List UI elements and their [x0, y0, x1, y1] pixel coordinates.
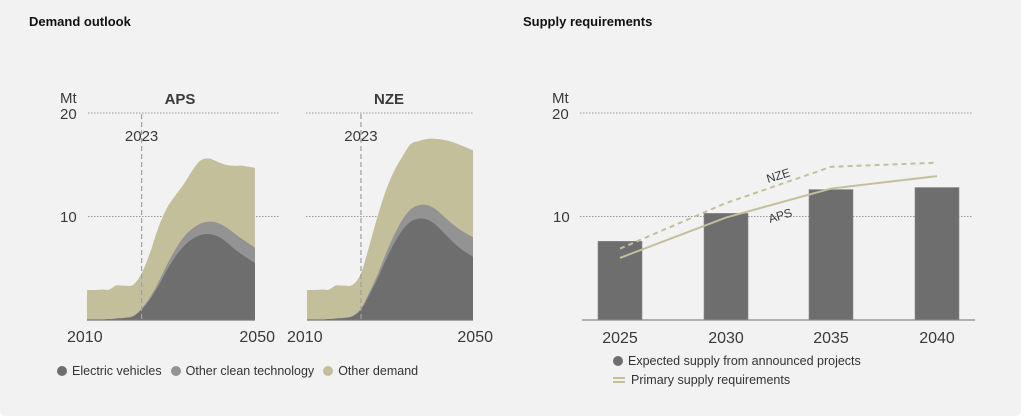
bar-2030: [703, 213, 749, 321]
xtick-label: 2040: [919, 330, 955, 347]
bar-2025: [597, 241, 643, 321]
aps-line-label: APS: [767, 205, 794, 225]
xtick-label: 2025: [602, 330, 638, 347]
demand-outlook-title: Demand outlook: [29, 14, 131, 29]
annotation-2023-label: 2023: [344, 128, 377, 145]
xtick-label: 2050: [239, 329, 275, 346]
bar-2035: [808, 189, 854, 321]
nze-requirement-line: [619, 161, 938, 250]
legend-label: Other clean technology: [185, 364, 315, 378]
expected-supply-swatch-icon: [613, 356, 623, 366]
panel-title: NZE: [374, 91, 404, 108]
other-clean-technology-swatch-icon: [170, 366, 181, 376]
panel-title: APS: [165, 91, 196, 108]
xtick-label: 2010: [67, 329, 103, 346]
aps-requirement-line: [619, 175, 938, 259]
supply-legend-requirements: Primary supply requirements: [613, 373, 790, 387]
aps-panel: APS 2023 2010 2050: [67, 91, 280, 346]
supply-unit-label: Mt: [552, 90, 569, 107]
legend-label: Electric vehicles: [72, 364, 162, 378]
nze-line-label: NZE: [765, 165, 792, 185]
legend-item-electric-vehicles: Electric vehicles: [57, 364, 162, 378]
supply-panel: 2025 2030 2035 2040 NZE APS: [580, 112, 975, 347]
xtick-label: 2030: [708, 330, 744, 347]
demand-unit-label: Mt: [60, 90, 77, 107]
electric-vehicles-swatch-icon: [57, 366, 67, 376]
supply-requirements-line-icon: [613, 376, 625, 384]
demand-legend: Electric vehicles Other clean technology…: [57, 364, 427, 378]
supply-ytick-10: 10: [553, 209, 570, 226]
area-electric-vehicles: [87, 234, 255, 321]
legend-label: Primary supply requirements: [631, 373, 791, 387]
annotation-2023-label: 2023: [125, 128, 158, 145]
legend-item-other-clean-technology: Other clean technology: [170, 364, 315, 378]
legend-label: Other demand: [338, 364, 419, 378]
xtick-label: 2050: [457, 329, 493, 346]
other-demand-swatch-icon: [323, 366, 334, 376]
xtick-label: 2035: [813, 330, 849, 347]
supply-ytick-20: 20: [552, 106, 569, 123]
area-electric-vehicles: [307, 218, 473, 321]
demand-ytick-10: 10: [60, 209, 77, 226]
supply-legend-expected: Expected supply from announced projects: [613, 354, 861, 368]
nze-panel: NZE 2023 2010 2050: [287, 91, 493, 346]
demand-ytick-20: 20: [60, 106, 77, 123]
supply-requirements-title: Supply requirements: [523, 14, 653, 29]
legend-label: Expected supply from announced projects: [628, 354, 861, 368]
bar-2040: [914, 187, 960, 321]
xtick-label: 2010: [287, 329, 323, 346]
legend-item-other-demand: Other demand: [323, 364, 418, 378]
